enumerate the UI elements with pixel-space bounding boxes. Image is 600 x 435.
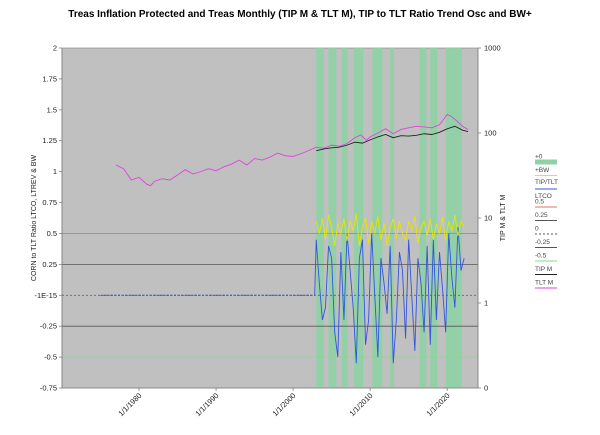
y-axis-right-title: TIP M & TLT M: [500, 195, 507, 242]
left-axis-ticks: 2 1.75 1.5 1.25 1 0.75 0.5 0.25 -1E-15 -0.25 -0.5 -…: [34, 44, 62, 393]
x-tick-label-1: 1/1/1990: [193, 391, 220, 418]
legend-label: 0.5: [535, 199, 544, 206]
shaded-period-7: [430, 48, 438, 388]
legend-label: 0.25: [535, 212, 548, 219]
legend-item-0: +0: [535, 154, 557, 165]
right-tick-label-1: 100: [484, 129, 497, 138]
legend-label: TIP M: [535, 266, 552, 273]
left-tick-label-10: -0.5: [44, 353, 57, 362]
left-tick-label-1: 1.75: [42, 74, 57, 83]
shaded-period-0: [316, 48, 324, 388]
left-tick-label-3: 1.25: [42, 136, 57, 145]
legend-item-3: 0.5: [535, 199, 557, 208]
series-tlt-m: [115, 113, 469, 187]
right-tick-label-0: 1000: [484, 44, 501, 53]
legend-item-2: TIP/TLT LTCO: [535, 179, 558, 200]
left-tick-label-11: -0.75: [40, 384, 57, 393]
legend-label: 0: [535, 226, 539, 233]
right-tick-label-3: 1: [484, 299, 488, 308]
left-tick-label-7: 0.25: [42, 260, 57, 269]
left-tick-label-6: 0.5: [47, 229, 57, 238]
left-tick-label-4: 1: [53, 167, 57, 176]
legend-label: +0: [535, 154, 543, 161]
legend-item-1: +BW: [535, 167, 557, 176]
y-axis-left-title: CORN to TLT Ratio LTCO, LTREV & BW: [31, 155, 38, 282]
left-tick-label-8: -1E-15: [34, 291, 57, 300]
series-tip-tlt-ltco: [314, 227, 465, 364]
left-tick-label-0: 2: [53, 44, 57, 53]
shaded-period-1: [328, 48, 337, 388]
x-tick-label-4: 1/1/2020: [425, 391, 452, 418]
left-tick-label-2: 1.5: [47, 105, 57, 114]
series-tip-m: [316, 125, 469, 152]
right-tick-label-2: 10: [484, 214, 492, 223]
left-tick-label-9: -0.25: [40, 322, 57, 331]
legend-item-4: 0.25: [535, 212, 557, 221]
shaded-period-2: [341, 48, 348, 388]
right-tick-label-4: 0: [484, 384, 488, 393]
legend-label: TLT M: [535, 280, 553, 287]
legend-item-7: -0.5: [535, 253, 557, 262]
shaded-period-3: [353, 48, 364, 388]
x-tick-label-0: 1/1/1980: [116, 391, 143, 418]
legend-label: TIP/TLT: [535, 179, 558, 186]
series-bw: [315, 213, 465, 246]
shaded-period-6: [419, 48, 427, 388]
series-lines: [100, 113, 469, 364]
chart-title: Treas Inflation Protected and Treas Mont…: [68, 9, 532, 20]
legend-label: -0.25: [535, 239, 550, 246]
legend-label: -0.5: [535, 253, 547, 260]
shaded-period-8: [445, 48, 462, 388]
legend-swatch: [535, 159, 557, 165]
legend-label: +BW: [535, 167, 550, 174]
legend-item-5: 0: [535, 226, 557, 235]
x-tick-label-3: 1/1/2010: [348, 391, 375, 418]
shaded-period-5: [390, 48, 395, 388]
legend-item-6: -0.25: [535, 239, 557, 248]
legend-item-9: TLT M: [535, 280, 557, 289]
x-tick-label-2: 1/1/2000: [271, 391, 298, 418]
legend-label-line2: LTCO: [535, 193, 552, 200]
left-tick-label-5: 0.75: [42, 198, 57, 207]
plot-area: [61, 47, 479, 389]
legend-item-8: TIP M: [535, 266, 557, 275]
x-axis-ticks: 1/1/1980 1/1/1990 1/1/2000 1/1/2010 1/1/2020: [116, 388, 452, 418]
